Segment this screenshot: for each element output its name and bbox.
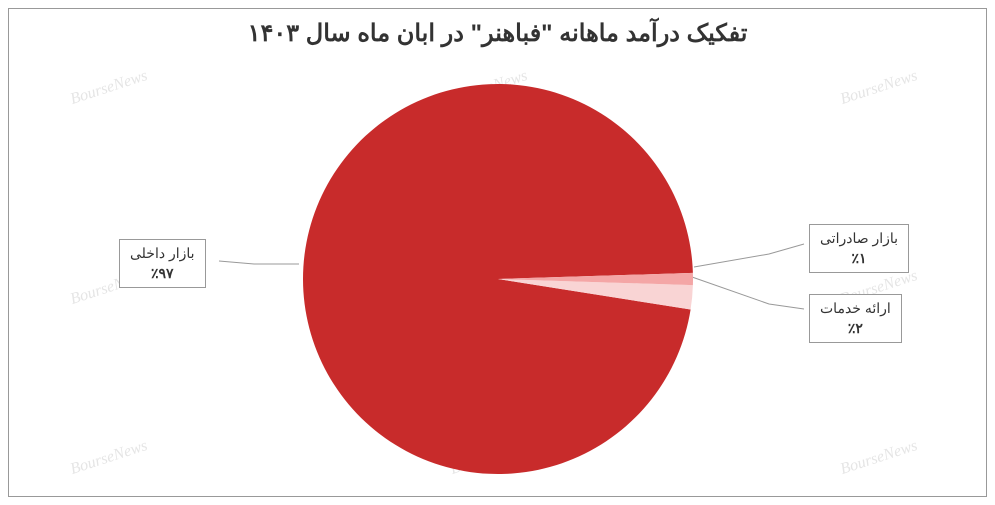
label-pct: ٪۹۷ [130,264,195,284]
label-services: ارائه خدمات ٪۲ [809,294,902,343]
label-pct: ٪۱ [820,249,898,269]
label-text: بازار صادراتی [820,229,898,249]
label-text: بازار داخلی [130,244,195,264]
chart-frame: تفکیک درآمد ماهانه "فباهنر" در ابان ماه … [8,8,987,497]
label-text: ارائه خدمات [820,299,891,319]
label-pct: ٪۲ [820,319,891,339]
label-export: بازار صادراتی ٪۱ [809,224,909,273]
label-domestic: بازار داخلی ٪۹۷ [119,239,206,288]
pie-chart [298,79,698,479]
